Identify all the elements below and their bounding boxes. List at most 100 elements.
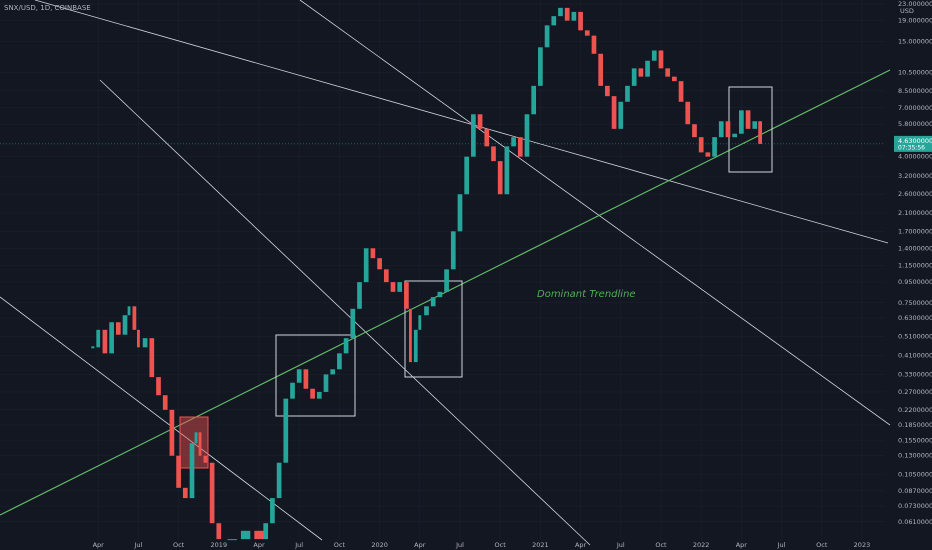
- candle: [357, 282, 362, 309]
- chart-title: SNX/USD, 1D, COINBASE: [4, 4, 91, 12]
- y-tick-label: 0.0870000: [898, 487, 932, 495]
- candle: [337, 353, 342, 370]
- channel-line: [299, 0, 891, 426]
- x-tick-label: 2022: [693, 541, 710, 549]
- candle: [464, 156, 470, 195]
- y-tick-label: 10.5000000: [898, 68, 932, 76]
- axis-unit: USD: [900, 7, 914, 15]
- countdown: 07:35:56: [898, 144, 925, 151]
- candle: [444, 269, 449, 292]
- x-tick-label: Jul: [294, 541, 303, 549]
- candle: [558, 7, 563, 17]
- candle: [310, 388, 315, 399]
- candle: [625, 85, 630, 102]
- x-tick-label: Jul: [616, 541, 625, 549]
- y-tick-label: 5.8000000: [898, 120, 932, 128]
- candle: [276, 462, 282, 499]
- candle: [430, 297, 436, 307]
- candle: [685, 101, 691, 125]
- candle: [725, 121, 731, 138]
- y-tick-label: 7.0000000: [898, 104, 932, 112]
- candle: [665, 68, 671, 77]
- candle: [598, 53, 604, 86]
- y-tick-label: 0.1850000: [898, 421, 932, 429]
- candle: [437, 291, 443, 298]
- x-tick-label: 2021: [532, 541, 549, 549]
- candle: [122, 315, 128, 335]
- y-tick-label: 15.0000000: [898, 37, 932, 45]
- y-tick-label: 2.1000000: [898, 209, 932, 217]
- candle: [296, 369, 302, 383]
- candle: [115, 322, 121, 335]
- drawings: [0, 0, 891, 546]
- y-tick-label: 1.1500000: [898, 261, 932, 269]
- candle: [638, 68, 644, 77]
- candle: [578, 11, 583, 31]
- candle: [343, 338, 349, 354]
- candle: [240, 530, 251, 540]
- candle: [216, 523, 222, 540]
- channel-line: [34, 0, 889, 244]
- candle: [564, 7, 570, 21]
- candle: [477, 114, 483, 129]
- candle: [484, 128, 490, 147]
- candle: [102, 329, 108, 354]
- y-tick-label: 0.9500000: [898, 278, 932, 286]
- y-tick-label: 0.0730000: [898, 502, 932, 510]
- candle: [409, 308, 412, 363]
- last-price-box: [894, 135, 932, 152]
- candle: [752, 121, 758, 129]
- candle: [524, 114, 530, 157]
- candle: [290, 382, 295, 399]
- channel-line: [0, 296, 323, 541]
- candle: [758, 121, 762, 144]
- y-tick-label: 0.0610000: [898, 518, 932, 526]
- candle: [156, 377, 161, 396]
- y-tick-label: 0.1050000: [898, 470, 932, 478]
- candle: [517, 137, 523, 157]
- candle: [471, 114, 476, 157]
- candle: [497, 161, 503, 195]
- candle: [658, 50, 664, 69]
- candle: [571, 11, 577, 21]
- candle: [194, 432, 198, 444]
- candle: [424, 306, 429, 316]
- candle: [678, 81, 684, 102]
- x-tick-label: Oct: [816, 541, 828, 549]
- candle: [383, 269, 389, 283]
- candle: [209, 462, 215, 524]
- x-tick-label: Oct: [495, 541, 507, 549]
- candle: [182, 487, 188, 499]
- candle: [203, 455, 208, 463]
- candle: [330, 369, 336, 375]
- candle: [370, 248, 376, 259]
- candle: [705, 152, 711, 157]
- candle: [450, 231, 456, 270]
- candle: [227, 539, 237, 541]
- candle: [544, 25, 550, 48]
- candle: [109, 322, 114, 354]
- y-tick-label: 0.7500000: [898, 299, 932, 307]
- candle: [127, 306, 131, 316]
- candle: [504, 146, 510, 195]
- candle: [605, 85, 610, 97]
- candle: [718, 121, 724, 138]
- y-tick-label: 8.5000000: [898, 87, 932, 95]
- channel-line: [99, 79, 591, 546]
- candle: [413, 329, 418, 363]
- candle: [169, 409, 175, 456]
- candle: [591, 35, 597, 54]
- y-tick-label: 0.1550000: [898, 436, 932, 444]
- candle: [404, 282, 409, 309]
- x-tick-label: Oct: [173, 541, 185, 549]
- x-tick-label: Jul: [777, 541, 786, 549]
- candle: [712, 137, 717, 157]
- x-tick-label: Oct: [334, 541, 346, 549]
- x-tick-label: Apr: [414, 541, 426, 549]
- candle: [254, 530, 264, 540]
- y-tick-label: 0.3300000: [898, 370, 932, 378]
- annotation: Dominant Trendline: [537, 289, 636, 300]
- candle: [363, 248, 369, 283]
